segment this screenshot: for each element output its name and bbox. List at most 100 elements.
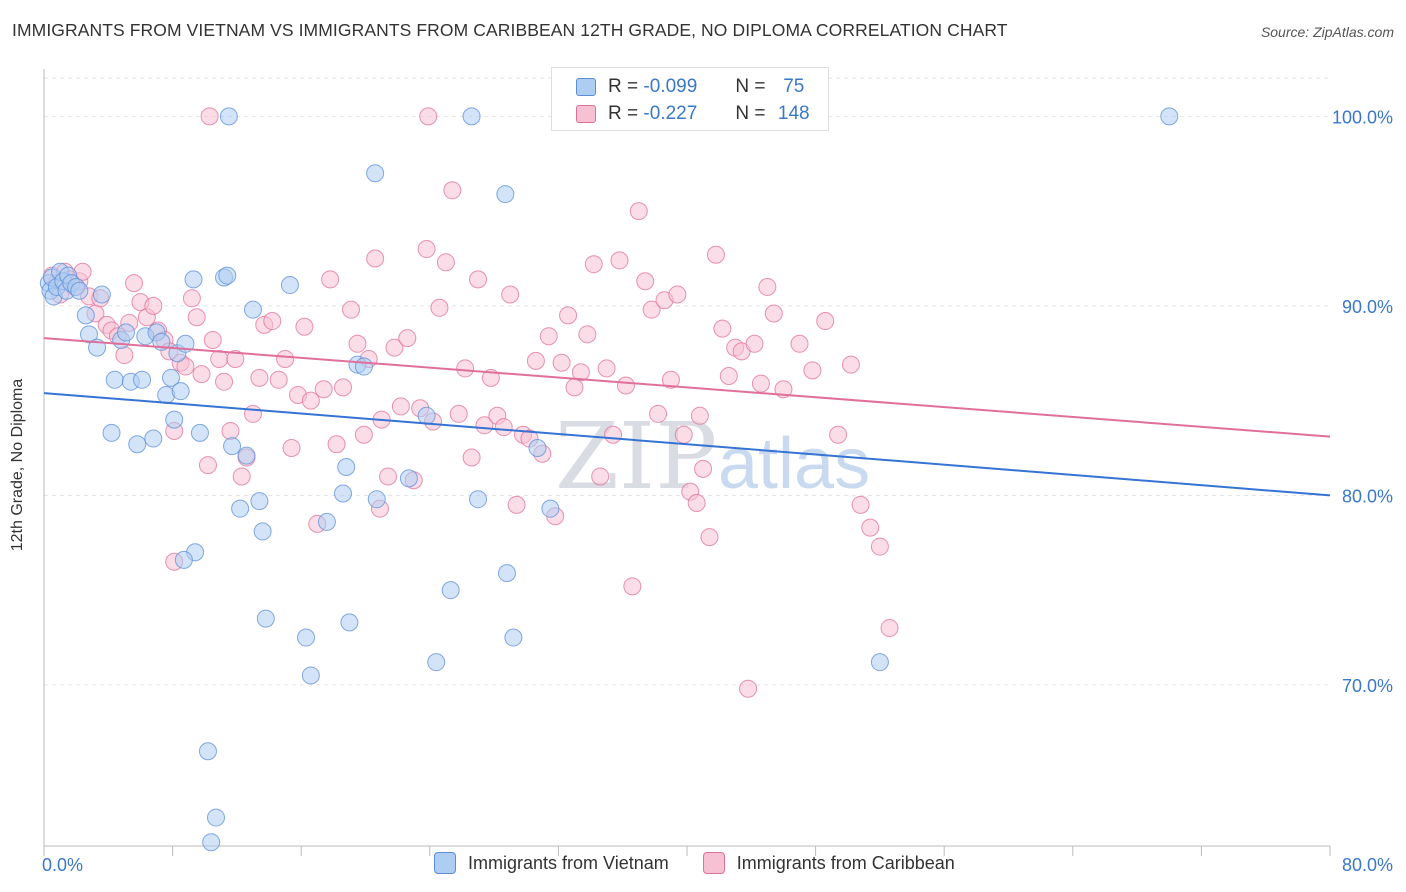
- vietnam-point: [333, 484, 352, 503]
- caribbean-point: [226, 349, 245, 368]
- vietnam-legend-swatch: [434, 852, 456, 874]
- series-legend: Immigrants from Vietnam Immigrants from …: [434, 852, 989, 874]
- caribbean-points: [43, 107, 899, 698]
- vietnam-point: [190, 423, 209, 442]
- caribbean-point: [430, 298, 449, 317]
- caribbean-point: [333, 378, 352, 397]
- vietnam-point: [231, 499, 250, 518]
- y-tick-label: 70.0%: [1342, 676, 1393, 696]
- caribbean-point: [719, 367, 738, 386]
- vietnam-point: [144, 429, 163, 448]
- watermark: ZIP atlas: [555, 403, 870, 510]
- vietnam-point: [417, 406, 436, 425]
- caribbean-point: [232, 467, 251, 486]
- caribbean-point: [584, 255, 603, 274]
- caribbean-point: [366, 249, 385, 268]
- caribbean-point: [559, 306, 578, 325]
- caribbean-point: [321, 270, 340, 289]
- caribbean-point: [507, 495, 526, 514]
- caribbean-point: [636, 272, 655, 291]
- y-tick-label: 90.0%: [1342, 297, 1393, 317]
- caribbean-point: [276, 349, 295, 368]
- vietnam-point: [223, 437, 242, 456]
- vietnam-point: [367, 490, 386, 509]
- caribbean-point: [870, 537, 889, 556]
- caribbean-point: [192, 365, 211, 384]
- caribbean-point: [342, 300, 361, 319]
- caribbean-point: [250, 368, 269, 387]
- source-label: Source: ZipAtlas.com: [1260, 24, 1394, 40]
- caribbean-point: [501, 285, 520, 304]
- caribbean-point: [282, 439, 301, 458]
- vietnam-point: [105, 370, 124, 389]
- caribbean-point: [642, 300, 661, 319]
- vietnam-point: [128, 435, 147, 454]
- caribbean-point: [243, 404, 262, 423]
- vietnam-point: [354, 357, 373, 376]
- vietnam-swatch: [576, 78, 596, 96]
- vietnam-point: [237, 446, 256, 465]
- caribbean-point: [295, 317, 314, 336]
- vietnam-point: [174, 550, 193, 569]
- caribbean-point: [661, 370, 680, 389]
- vietnam-point: [76, 306, 95, 325]
- series-legend-caribbean: Immigrants from Caribbean: [702, 852, 955, 874]
- caribbean-point: [623, 577, 642, 596]
- caribbean-point: [629, 202, 648, 221]
- vietnam-point: [337, 457, 356, 476]
- caribbean-point: [198, 456, 217, 475]
- caribbean-point: [751, 374, 770, 393]
- vietnam-points: [39, 107, 1179, 852]
- caribbean-point: [263, 312, 282, 331]
- vietnam-point: [504, 628, 523, 647]
- legend-row-vietnam: R = -0.099 N = 75: [576, 74, 817, 100]
- correlation-legend: R = -0.099 N = 75 R = -0.227 N = 148: [551, 67, 829, 131]
- legend-n-label: N =: [735, 76, 766, 97]
- caribbean-point: [210, 349, 229, 368]
- caribbean-point: [215, 372, 234, 391]
- vietnam-point: [462, 107, 481, 126]
- caribbean-point: [469, 270, 488, 289]
- caribbean-point: [649, 404, 668, 423]
- caribbean-point: [706, 245, 725, 264]
- legend-n-label: N =: [735, 103, 766, 124]
- caribbean-point: [790, 334, 809, 353]
- vietnam-point: [441, 581, 460, 600]
- legend-r-label: R =: [608, 76, 639, 97]
- caribbean-point: [616, 376, 635, 395]
- vietnam-point: [243, 300, 262, 319]
- caribbean-point: [739, 679, 758, 698]
- vietnam-point: [528, 439, 547, 458]
- caribbean-point: [745, 334, 764, 353]
- vietnam-point: [92, 285, 111, 304]
- caribbean-point: [187, 308, 206, 327]
- caribbean-point: [456, 359, 475, 378]
- caribbean-point: [314, 380, 333, 399]
- caribbean-point: [443, 181, 462, 200]
- caribbean-point: [687, 493, 706, 512]
- vietnam-legend-label: Immigrants from Vietnam: [468, 852, 669, 873]
- caribbean-point: [851, 495, 870, 514]
- caribbean-point: [829, 425, 848, 444]
- caribbean-point: [200, 107, 219, 126]
- vietnam-point: [256, 609, 275, 628]
- vietnam-point: [317, 512, 336, 531]
- y-tick-label: 80.0%: [1342, 486, 1393, 506]
- caribbean-point: [301, 391, 320, 410]
- caribbean-point: [816, 312, 835, 331]
- vietnam-point: [219, 107, 238, 126]
- legend-n-value: 148: [777, 103, 810, 124]
- vietnam-point: [165, 410, 184, 429]
- caribbean-point: [578, 325, 597, 344]
- vietnam-trend-line: [43, 392, 1331, 497]
- caribbean-point: [674, 425, 693, 444]
- vietnam-point: [340, 613, 359, 632]
- caribbean-point: [436, 253, 455, 272]
- caribbean-point: [391, 397, 410, 416]
- vietnam-point: [297, 628, 316, 647]
- vietnam-point: [184, 270, 203, 289]
- watermark-atlas: atlas: [718, 424, 870, 504]
- legend-r-value: -0.227: [643, 103, 698, 124]
- caribbean-point: [571, 363, 590, 382]
